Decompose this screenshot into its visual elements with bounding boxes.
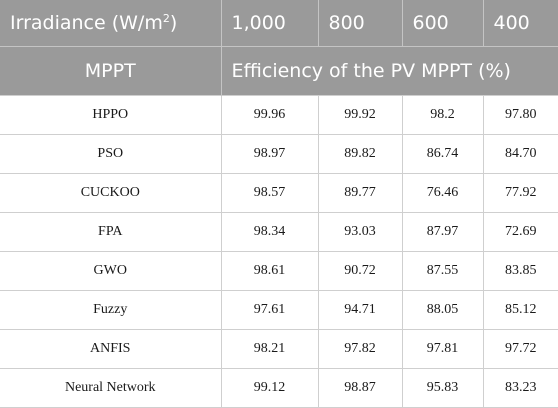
efficiency-cell: 98.97 (221, 134, 319, 174)
table-row: FPA 98.34 93.03 87.97 72.69 (0, 212, 558, 252)
method-cell: CUCKOO (0, 173, 222, 213)
method-cell: HPPO (0, 95, 222, 135)
mppt-header-row: MPPT Efficiency of the PV MPPT (%) (0, 46, 558, 96)
efficiency-cell: 97.81 (402, 329, 484, 369)
irradiance-header: Irradiance (W/m2) (0, 0, 222, 47)
efficiency-cell: 90.72 (318, 251, 403, 291)
efficiency-header: Efficiency of the PV MPPT (%) (221, 46, 558, 96)
efficiency-cell: 97.72 (483, 329, 558, 369)
efficiency-cell: 88.05 (402, 290, 484, 330)
efficiency-cell: 98.34 (221, 212, 319, 252)
table-row: PSO 98.97 89.82 86.74 84.70 (0, 134, 558, 174)
irradiance-level-800: 800 (318, 0, 403, 47)
efficiency-cell: 89.82 (318, 134, 403, 174)
mppt-header: MPPT (0, 46, 222, 96)
efficiency-cell: 77.92 (483, 173, 558, 213)
table-row: ANFIS 98.21 97.82 97.81 97.72 (0, 329, 558, 369)
irradiance-header-row: Irradiance (W/m2) 1,000 800 600 400 (0, 0, 558, 47)
method-cell: GWO (0, 251, 222, 291)
efficiency-cell: 87.97 (402, 212, 484, 252)
irradiance-level-600: 600 (402, 0, 484, 47)
efficiency-cell: 97.61 (221, 290, 319, 330)
table-row: Fuzzy 97.61 94.71 88.05 85.12 (0, 290, 558, 330)
table-row: GWO 98.61 90.72 87.55 83.85 (0, 251, 558, 291)
efficiency-cell: 98.2 (402, 95, 484, 135)
efficiency-cell: 98.61 (221, 251, 319, 291)
efficiency-cell: 98.21 (221, 329, 319, 369)
efficiency-cell: 85.12 (483, 290, 558, 330)
efficiency-cell: 76.46 (402, 173, 484, 213)
efficiency-cell: 94.71 (318, 290, 403, 330)
table-row: HPPO 99.96 99.92 98.2 97.80 (0, 95, 558, 135)
method-cell: ANFIS (0, 329, 222, 369)
efficiency-cell: 98.87 (318, 368, 403, 408)
method-cell: Fuzzy (0, 290, 222, 330)
efficiency-cell: 95.83 (402, 368, 484, 408)
efficiency-cell: 98.57 (221, 173, 319, 213)
efficiency-cell: 97.80 (483, 95, 558, 135)
irradiance-level-400: 400 (483, 0, 558, 47)
efficiency-cell: 72.69 (483, 212, 558, 252)
efficiency-cell: 86.74 (402, 134, 484, 174)
method-cell: Neural Network (0, 368, 222, 408)
method-cell: PSO (0, 134, 222, 174)
efficiency-cell: 83.85 (483, 251, 558, 291)
efficiency-cell: 97.82 (318, 329, 403, 369)
efficiency-cell: 99.12 (221, 368, 319, 408)
table-row: CUCKOO 98.57 89.77 76.46 77.92 (0, 173, 558, 213)
table-body: HPPO 99.96 99.92 98.2 97.80 PSO 98.97 89.82 86.7… (0, 95, 558, 408)
efficiency-cell: 93.03 (318, 212, 403, 252)
efficiency-cell: 83.23 (483, 368, 558, 408)
method-cell: FPA (0, 212, 222, 252)
efficiency-cell: 99.96 (221, 95, 319, 135)
table-row: Neural Network 99.12 98.87 95.83 83.23 (0, 368, 558, 408)
irradiance-level-1000: 1,000 (221, 0, 319, 47)
efficiency-cell: 99.92 (318, 95, 403, 135)
efficiency-cell: 87.55 (402, 251, 484, 291)
efficiency-cell: 89.77 (318, 173, 403, 213)
efficiency-cell: 84.70 (483, 134, 558, 174)
